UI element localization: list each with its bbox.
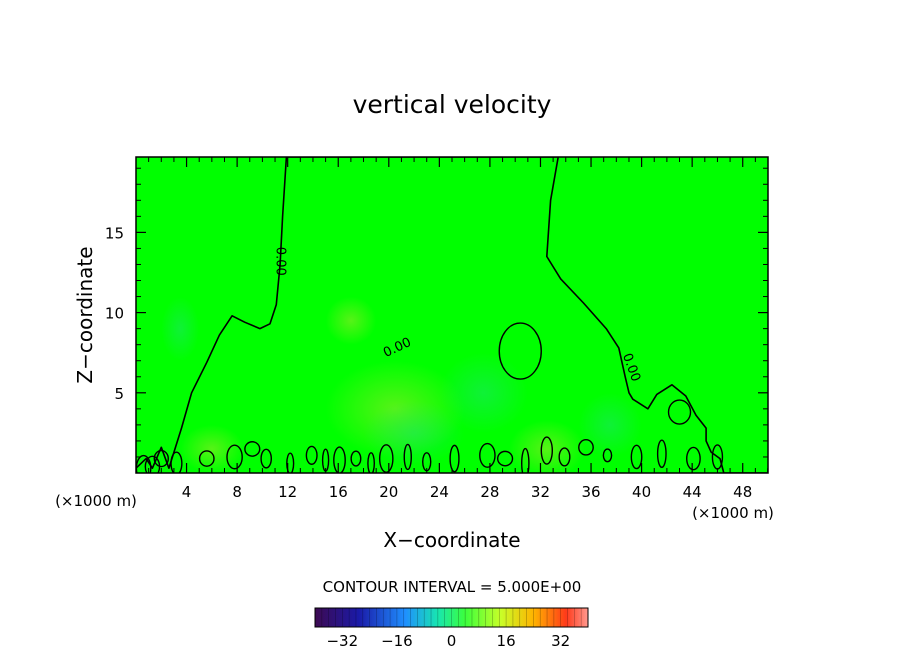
zero-contour-cell — [350, 450, 362, 467]
x-axis-label: X−coordinate — [383, 528, 520, 552]
x-tick-labels: 4 8 12 16 20 24 28 32 36 40 44 48 — [182, 483, 752, 501]
zero-contour-cell — [260, 448, 272, 469]
x-tick-label: 28 — [480, 483, 499, 501]
field-shade-patch — [161, 296, 200, 361]
zero-contour-cell — [333, 446, 346, 473]
y-tick-labels: 5 10 15 — [105, 224, 124, 402]
y-axis-label: Z−coordinate — [73, 246, 97, 383]
zero-contour-cell — [286, 452, 295, 473]
zero-contour-cell — [244, 441, 261, 457]
field-shade-patch — [180, 424, 244, 473]
zero-contour-cell — [578, 439, 594, 456]
zero-contour-cell — [540, 436, 553, 465]
zero-contour-cell — [226, 444, 243, 470]
y-tick-label: 5 — [114, 385, 124, 403]
contour-label: 0.00 — [272, 247, 287, 276]
colorbar-tick-label: 32 — [551, 632, 570, 650]
zero-contour-cell — [170, 451, 183, 473]
zero-contour-cell — [479, 442, 496, 468]
axis-ticks — [136, 157, 768, 473]
x-tick-label: 24 — [430, 483, 449, 501]
zero-contour-cell — [602, 448, 613, 463]
x-tick-label: 32 — [531, 483, 550, 501]
zero-contour-cell — [305, 445, 318, 465]
y-tick-label: 10 — [105, 305, 124, 323]
chart-title: vertical velocity — [353, 90, 552, 119]
colorbar-tick-label: 0 — [447, 632, 457, 650]
zero-contour-cell — [630, 444, 643, 470]
zero-contour-cell — [496, 450, 514, 467]
colorbar-cells — [321, 608, 582, 627]
contour-interval-text: CONTOUR INTERVAL = 5.000E+00 — [323, 578, 582, 596]
field-shading — [161, 296, 642, 473]
zero-contour-cell — [521, 447, 530, 473]
x-tick-label: 20 — [379, 483, 398, 501]
zero-contour-cell — [498, 322, 542, 380]
zero-contour-cell — [198, 450, 215, 467]
zero-contour-cell — [558, 447, 571, 467]
zero-contour-cell — [667, 399, 692, 425]
field-shade-patch — [439, 352, 528, 433]
field-shade-patch — [578, 392, 642, 457]
colorbar-frame — [314, 607, 589, 628]
x-tick-label: 40 — [632, 483, 651, 501]
field-shade-patch — [508, 420, 585, 473]
colorbar-gradient — [315, 608, 588, 627]
zero-contour-cell — [367, 452, 376, 473]
y-tick-label: 15 — [105, 224, 124, 242]
zero-contour-cell — [656, 439, 667, 469]
x-tick-label: 8 — [232, 483, 242, 501]
colorbar-tick-label: 16 — [497, 632, 516, 650]
colorbar-tick-label: −16 — [381, 632, 413, 650]
zero-contour-main — [136, 157, 768, 473]
zero-contour-cell — [449, 444, 460, 473]
x-tick-label: 48 — [733, 483, 752, 501]
colorbar-tick-label: −32 — [326, 632, 358, 650]
colorbar: −32 −16 0 16 32 — [314, 607, 589, 650]
plot-area: 0.000.000.00 — [135, 156, 769, 474]
x-tick-label: 16 — [329, 483, 348, 501]
zero-contour-cell — [686, 446, 701, 471]
x-unit-left: (×1000 m) — [55, 492, 137, 510]
x-tick-label: 36 — [581, 483, 600, 501]
zero-contour-cell — [153, 449, 169, 468]
x-tick-label: 12 — [278, 483, 297, 501]
colorbar-tick-labels: −32 −16 0 16 32 — [326, 632, 570, 650]
field-shade-patch — [325, 296, 377, 345]
x-tick-label: 4 — [182, 483, 192, 501]
x-tick-label: 44 — [683, 483, 702, 501]
x-unit-right: (×1000 m) — [692, 504, 774, 522]
zero-contour-cell — [403, 443, 412, 471]
field-shade-patch — [363, 400, 465, 465]
